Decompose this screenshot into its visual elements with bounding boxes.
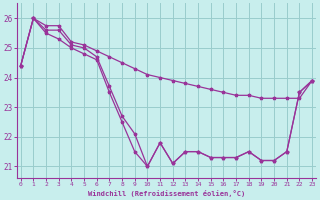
X-axis label: Windchill (Refroidissement éolien,°C): Windchill (Refroidissement éolien,°C) (88, 190, 245, 197)
